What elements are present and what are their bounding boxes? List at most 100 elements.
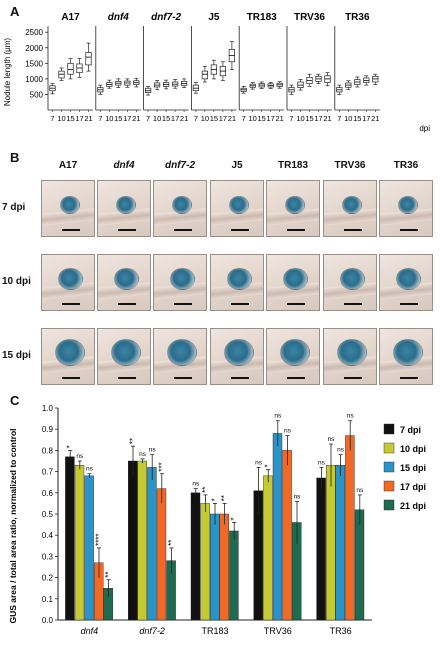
gus-stained-nodule — [113, 267, 139, 291]
panel-a-xtick-label: 15 — [162, 114, 170, 123]
gus-stained-nodule — [339, 267, 365, 291]
panel-a-line-title: A17 — [61, 12, 80, 23]
root-image — [380, 355, 432, 375]
panel-a-xtick-label: 7 — [194, 114, 198, 123]
panel-a-line-title: TR36 — [345, 12, 370, 23]
panel-a-xtick-label: 17 — [219, 114, 227, 123]
legend-swatch — [383, 423, 395, 435]
gus-stained-nodule — [280, 339, 310, 367]
bar — [147, 467, 157, 621]
significance-label: ns — [149, 447, 157, 454]
legend-label: 15 dpi — [400, 463, 426, 473]
panel-b-col-label: TRV36 — [334, 160, 366, 171]
gus-nodule-photo — [379, 254, 433, 311]
legend-label: 21 dpi — [400, 501, 426, 511]
gus-nodule-photo — [210, 254, 264, 311]
bar — [127, 460, 138, 621]
panel-c-bar-chart: GUS area / total area ratio, normalized … — [8, 404, 426, 636]
panel-c-ytick-label: 1.0 — [42, 404, 54, 413]
gus-stained-nodule — [226, 267, 252, 291]
root-image — [98, 281, 150, 301]
root-image — [324, 281, 376, 301]
root-image — [380, 281, 432, 301]
bar — [272, 433, 283, 621]
scale-bar — [174, 229, 192, 231]
root-image — [211, 281, 263, 301]
panel-a-xtick-label: 10 — [296, 114, 304, 123]
bar — [354, 509, 365, 621]
panel-c-ytick-label: 0.7 — [42, 468, 54, 477]
scale-bar — [287, 303, 305, 305]
panel-a-xtick-label: 7 — [50, 114, 54, 123]
panel-a-xtick-label: 17 — [314, 114, 322, 123]
significance-label: * — [230, 517, 239, 520]
bar — [335, 465, 345, 621]
significance-label: ns — [284, 428, 292, 435]
significance-label: ns — [86, 466, 94, 473]
panel-a-xtick-label: 7 — [98, 114, 102, 123]
scale-bar — [400, 377, 418, 379]
box — [85, 52, 92, 66]
scale-bar — [231, 229, 249, 231]
panel-a-xtick-label: 15 — [305, 114, 313, 123]
root-image — [324, 355, 376, 375]
gus-nodule-photo — [266, 328, 320, 385]
gus-nodule-photo — [41, 328, 95, 385]
scale-bar — [400, 229, 418, 231]
panel-a-boxplots: Nodule length (µm) 500 1000 1500 2000 2500 A1… — [3, 12, 430, 133]
scale-bar — [400, 303, 418, 305]
panel-a-xtick-label: 10 — [105, 114, 113, 123]
root-image — [211, 355, 263, 375]
scale-bar — [287, 229, 305, 231]
legend-label: 10 dpi — [400, 444, 426, 454]
panel-c-letter: C — [10, 393, 20, 408]
scale-bar — [344, 377, 362, 379]
panel-c-category-label: TR36 — [330, 626, 352, 636]
gus-nodule-photo — [323, 328, 377, 385]
panel-a-xtick-label: 15 — [353, 114, 361, 123]
panel-b-col-label: J5 — [231, 160, 243, 171]
panel-b-col-label: A17 — [58, 160, 78, 171]
root-image — [267, 207, 319, 227]
legend-label: 17 dpi — [400, 482, 426, 492]
gus-nodule-photo — [210, 328, 264, 385]
root-image — [42, 207, 94, 227]
panel-a-ytick-label: 2000 — [25, 44, 43, 53]
panel-a-line-title: TRV36 — [294, 12, 325, 23]
panel-a-xtick-label: 17 — [267, 114, 275, 123]
bar — [190, 492, 201, 621]
legend-swatch — [383, 442, 395, 454]
significance-label: ns — [274, 413, 282, 420]
root-image — [154, 207, 206, 227]
significance-label: *** — [157, 462, 166, 471]
panel-c-ytick-label: 0.4 — [42, 531, 54, 540]
significance-label: ns — [255, 459, 263, 466]
panel-a-xtick-label: 15 — [66, 114, 74, 123]
root-image — [42, 281, 94, 301]
gus-stained-nodule — [111, 339, 141, 367]
root-image — [98, 355, 150, 375]
gus-stained-nodule — [224, 339, 254, 367]
bar — [282, 450, 292, 621]
root-image — [98, 207, 150, 227]
panel-a-line-title: dnf4 — [108, 12, 130, 23]
bar — [263, 475, 273, 621]
legend-swatch — [383, 499, 395, 511]
panel-a-ytick-label: 1500 — [25, 59, 43, 68]
scale-bar — [62, 303, 80, 305]
panel-a-xtick-label: 10 — [201, 114, 209, 123]
legend-label: 7 dpi — [400, 425, 421, 435]
panel-c-category-label: dnf4 — [81, 626, 99, 636]
significance-label: ns — [347, 413, 355, 420]
panel-a-xtick-label: 17 — [362, 114, 370, 123]
gus-nodule-photo — [323, 254, 377, 311]
panel-c-category-label: TR183 — [201, 626, 228, 636]
panel-b-letter: B — [10, 150, 20, 165]
significance-label: * — [264, 464, 273, 467]
scale-bar — [344, 303, 362, 305]
significance-label: ** — [220, 495, 229, 501]
significance-label: * — [66, 445, 75, 448]
panel-a-line-title: dnf7-2 — [151, 12, 181, 23]
box — [201, 70, 208, 80]
panel-a-letter: A — [10, 4, 20, 19]
